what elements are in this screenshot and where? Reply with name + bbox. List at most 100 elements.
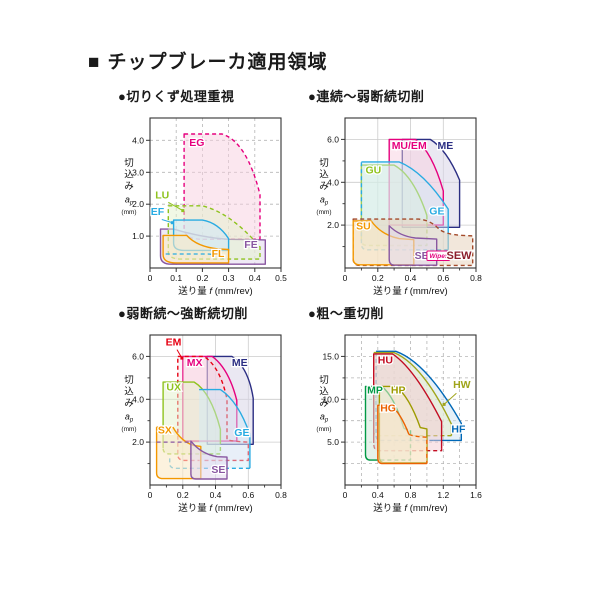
x-tick-label: 0.4 <box>372 490 384 500</box>
svg-text:HU: HU <box>378 354 393 366</box>
svg-text:切: 切 <box>319 158 329 169</box>
panel-title-chip-disposal: ●切りくず処理重視 <box>118 89 235 104</box>
axis-ticks <box>341 355 477 489</box>
panel-title-interrupted-cutting: ●弱断続～強断続切削 <box>118 306 248 321</box>
x-axis-title: 送り量 f (mm/rev) <box>373 502 447 514</box>
x-tick-label: 0.4 <box>210 490 222 500</box>
region-label-SE: SE <box>210 463 227 478</box>
region-label-LU: LU <box>154 188 185 213</box>
svg-text:HF: HF <box>451 424 466 436</box>
y-tick-label: 15.0 <box>322 351 339 361</box>
y-tick-label: 4.0 <box>132 394 144 404</box>
svg-text:(mm): (mm) <box>316 209 331 216</box>
y-tick-label: 10.0 <box>322 394 339 404</box>
region-label-SU: SU <box>355 219 372 234</box>
x-tick-label: 0.8 <box>470 273 482 283</box>
x-tick-label: 0 <box>148 490 153 500</box>
x-axis-title: 送り量 f (mm/rev) <box>373 285 447 297</box>
y-tick-label: 1.0 <box>132 231 144 241</box>
x-tick-label: 0.4 <box>249 273 261 283</box>
region-label-GU: GU <box>364 163 382 178</box>
svg-text:SX: SX <box>158 425 172 437</box>
region-label-UX: UX <box>165 380 182 395</box>
x-tick-label: 1.6 <box>470 490 482 500</box>
svg-text:(mm): (mm) <box>121 209 136 216</box>
svg-text:FE: FE <box>244 239 257 251</box>
region-HG <box>377 404 428 465</box>
svg-text:ap: ap <box>320 195 329 207</box>
svg-text:MU/EM: MU/EM <box>392 140 427 152</box>
svg-text:HG: HG <box>380 403 396 415</box>
regions <box>352 138 474 267</box>
svg-text:ME: ME <box>438 140 454 152</box>
svg-text:SU: SU <box>356 220 371 232</box>
svg-text:HW: HW <box>453 379 471 391</box>
chart-chip-disposal: 0 0.1 0.2 0.3 0.4 0.5 1.0 2.0 3.0 4.0 送り量 f (mm/re… <box>121 117 287 297</box>
y-tick-label: 4.0 <box>327 177 339 187</box>
svg-text:ap: ap <box>125 195 134 207</box>
region-label-SX: SX <box>157 423 174 438</box>
x-tick-label: 0 <box>343 273 348 283</box>
accent-line <box>165 253 224 259</box>
x-axis-title: 送り量 f (mm/rev) <box>178 285 252 297</box>
svg-text:EF: EF <box>151 206 165 218</box>
panel-title-heavy-cutting: ●粗～重切削 <box>308 306 384 321</box>
svg-text:(mm): (mm) <box>121 426 136 433</box>
region-label-HG: HG <box>379 401 397 416</box>
chart-continuous-cutting: 0 0.2 0.4 0.6 0.8 2.0 4.0 6.0 送り量 f (mm/rev) 切込みa… <box>316 117 482 297</box>
svg-text:SE: SE <box>211 464 225 476</box>
y-tick-label: 2.0 <box>132 199 144 209</box>
svg-text:GE: GE <box>234 427 249 439</box>
region-label-HF: HF <box>450 422 467 437</box>
svg-text:FL: FL <box>212 248 225 260</box>
region-label-MX: MX <box>186 356 204 371</box>
y-tick-label: 6.0 <box>132 351 144 361</box>
svg-text:ME: ME <box>232 357 248 369</box>
svg-text:HP: HP <box>391 385 406 397</box>
svg-text:Wiper: Wiper <box>429 253 447 260</box>
region-label-ME: ME <box>436 139 454 154</box>
page-title: ■ チップブレーカ適用領域 <box>88 47 328 74</box>
region-label-EF: EF <box>150 205 174 225</box>
x-tick-label: 0.2 <box>372 273 384 283</box>
regions <box>159 133 266 265</box>
x-tick-label: 0.6 <box>242 490 254 500</box>
svg-text:切: 切 <box>124 375 134 386</box>
region-label-SE: SE <box>413 249 430 264</box>
svg-text:込: 込 <box>319 170 329 181</box>
axis-ticks <box>146 355 282 489</box>
svg-text:み: み <box>124 181 134 192</box>
region-label-GE: GE <box>428 204 446 219</box>
svg-text:SEW: SEW <box>447 250 473 262</box>
svg-text:ap: ap <box>125 412 134 424</box>
y-axis-title: 切込み ap (mm) <box>316 375 331 433</box>
y-tick-label: 3.0 <box>132 167 144 177</box>
region-label-FL: FL <box>210 247 226 261</box>
x-tick-label: 0.1 <box>170 273 182 283</box>
y-tick-label: 6.0 <box>327 134 339 144</box>
region-label-FE: FE <box>243 238 259 253</box>
x-tick-label: 0.5 <box>275 273 287 283</box>
chart-interrupted-cutting: 0 0.2 0.4 0.6 0.8 2.0 4.0 6.0 送り量 f (mm/rev) 切込みa… <box>121 334 287 514</box>
region-label-EG: EG <box>188 136 206 151</box>
panel-title-continuous-cutting: ●連続～弱断続切削 <box>308 89 425 104</box>
y-axis-title: 切込み ap (mm) <box>121 375 136 433</box>
x-tick-label: 0.4 <box>405 273 417 283</box>
regions <box>155 355 254 480</box>
svg-text:切: 切 <box>319 375 329 386</box>
x-tick-label: 0.2 <box>177 490 189 500</box>
x-tick-label: 1.2 <box>437 490 449 500</box>
svg-text:ap: ap <box>320 412 329 424</box>
region-label-ME: ME <box>231 356 249 371</box>
region-label-GE: GE <box>233 426 251 441</box>
svg-text:込: 込 <box>124 170 134 181</box>
region-SE <box>388 225 438 266</box>
region-label-MU/EM: MU/EM <box>390 139 428 154</box>
region-FL <box>162 234 230 264</box>
wiper-badge <box>426 250 451 261</box>
axis-ticks <box>341 138 477 272</box>
svg-text:GE: GE <box>429 205 444 217</box>
svg-text:LU: LU <box>155 189 169 201</box>
x-axis-title: 送り量 f (mm/rev) <box>178 502 252 514</box>
region-label-SEW: SEW <box>445 249 473 264</box>
